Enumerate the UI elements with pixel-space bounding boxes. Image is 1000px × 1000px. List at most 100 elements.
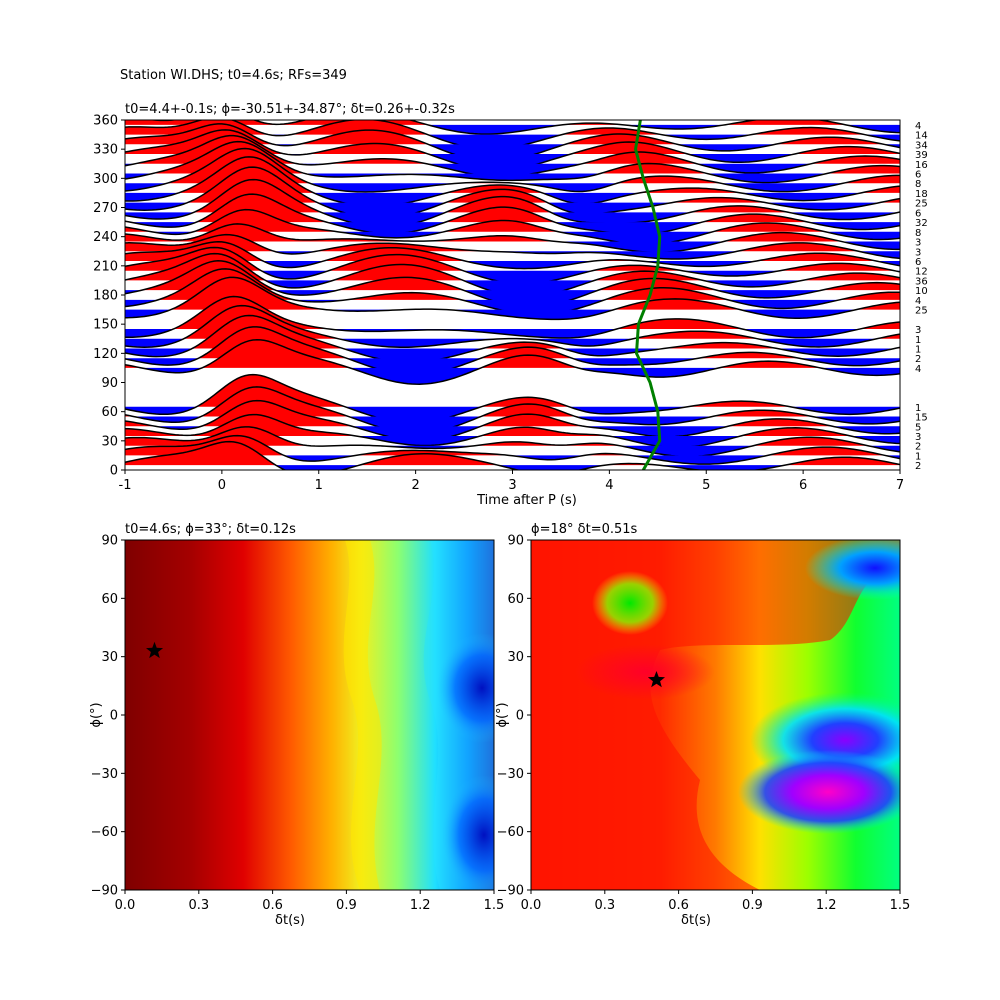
rf-trace-negative-fill: [125, 144, 900, 162]
rf-trace: [125, 373, 900, 424]
rf-count-label: 8: [915, 228, 921, 239]
rf-trace-negative-fill: [125, 260, 900, 269]
rf-trace-line: [125, 241, 900, 270]
rf-count-label: 32: [915, 218, 928, 229]
rf-trace-line: [125, 440, 900, 470]
heatmap-y-tick-label: −60: [91, 825, 118, 840]
rf-trace-positive-fill: [125, 156, 900, 193]
heatmap-right-lower-min: [738, 750, 900, 834]
rf-count-label: 25: [915, 199, 928, 210]
rf-count-label: 8: [915, 179, 921, 190]
heatmap-left-min-upper: [437, 633, 494, 743]
heatmap-y-tick-label: 30: [507, 650, 524, 665]
heatmap-right-y-ticks: −90 −60 −30 0 30 60 90: [497, 534, 531, 899]
rf-count-label: 3: [915, 325, 921, 336]
rf-count-label: 14: [915, 131, 928, 142]
rf-y-tick-label: 120: [93, 347, 118, 362]
heatmap-y-tick-label: −60: [497, 825, 524, 840]
rf-trace-line: [125, 413, 900, 449]
heatmap-y-tick-label: −90: [91, 884, 118, 899]
rf-pick-curve: [633, 120, 662, 470]
rf-trace-negative-fill: [125, 426, 900, 441]
rf-trace-line: [125, 426, 900, 458]
heatmap-right-y-label: ϕ(°): [495, 702, 510, 727]
heatmap-y-tick-label: 0: [110, 709, 118, 724]
heatmap-right-green-blob: [592, 571, 668, 635]
rf-trace-line: [125, 276, 900, 321]
rf-trace-negative-fill: [125, 202, 900, 219]
rf-count-label: 6: [915, 208, 921, 219]
rf-trace: [125, 208, 900, 246]
heatmap-left-x-label: δt(s): [275, 913, 305, 928]
rf-trace-positive-fill: [125, 167, 900, 203]
heatmap-x-tick-label: 0.3: [188, 898, 209, 913]
heatmap-y-tick-label: −30: [91, 767, 118, 782]
rf-count-label: 2: [915, 442, 921, 453]
heatmap-right-x-ticks: 0.0 0.3 0.6 0.9 1.2 1.5: [521, 890, 911, 913]
rf-trace-negative-fill: [125, 222, 900, 235]
rf-trace-line: [125, 314, 900, 364]
suptitle: Station WI.DHS; t0=4.6s; RFs=349: [120, 68, 347, 83]
rf-count-label: 16: [915, 160, 928, 171]
rf-trace-line: [147, 120, 900, 135]
rf-count-label: 6: [915, 257, 921, 268]
heatmap-x-tick-label: 1.5: [890, 898, 911, 913]
heatmap-left-band-yellow: [343, 540, 382, 890]
rf-y-tick-label: 210: [93, 259, 118, 274]
rf-x-tick-label: 5: [702, 478, 710, 493]
rf-trace-line: [125, 178, 900, 229]
rf-traces: [125, 120, 900, 470]
rf-x-tick-label: 2: [411, 478, 419, 493]
rf-trace: [125, 326, 900, 376]
rf-count-label: 3: [915, 432, 921, 443]
heatmap-left-title: t0=4.6s; ϕ=33°; δt=0.12s: [125, 522, 296, 537]
heatmap-right-upper-right-min: [805, 540, 900, 600]
rf-trace-negative-fill: [125, 299, 900, 315]
rf-count-label: 34: [915, 140, 928, 151]
heatmap-right-max: [575, 644, 715, 700]
heatmap-y-tick-label: 90: [101, 534, 118, 549]
rf-trace: [125, 178, 900, 229]
rf-trace-positive-fill: [125, 315, 900, 349]
heatmap-y-tick-label: 60: [507, 592, 524, 607]
rf-trace-negative-fill: [125, 358, 900, 375]
rf-x-tick-label: -1: [119, 478, 132, 493]
rf-count-label: 25: [915, 306, 928, 317]
rf-panel: t0=4.4+-0.1s; ϕ=-30.51+-34.87°; δt=0.26+…: [93, 102, 928, 508]
rf-count-label: 3: [915, 238, 921, 249]
rf-trace-negative-fill: [125, 329, 900, 338]
rf-trace-positive-fill: [125, 400, 900, 427]
rf-x-tick-label: 7: [896, 478, 904, 493]
heatmap-y-tick-label: 30: [101, 650, 118, 665]
rf-trace-line: [125, 208, 900, 246]
rf-x-tick-label: 0: [218, 478, 226, 493]
heatmap-left-best-star: [146, 641, 164, 659]
rf-count-label: 39: [915, 150, 928, 161]
rf-count-label: 36: [915, 276, 928, 287]
rf-trace-negative-fill: [125, 192, 900, 207]
rf-trace: [125, 413, 900, 449]
rf-trace-line: [125, 156, 900, 208]
rf-y-tick-label: 30: [101, 434, 118, 449]
heatmap-x-tick-label: 1.5: [484, 898, 505, 913]
heatmap-right-title: ϕ=18° δt=0.51s: [531, 522, 638, 537]
rf-trace-positive-fill: [125, 209, 900, 232]
heatmap-right-best-star: [647, 671, 665, 688]
rf-trace: [125, 120, 900, 135]
rf-count-label: 2: [915, 354, 921, 365]
rf-y-tick-label: 240: [93, 230, 118, 245]
rf-y-tick-label: 300: [93, 172, 118, 187]
rf-y-tick-label: 90: [101, 376, 118, 391]
rf-trace: [125, 338, 900, 385]
rf-y-ticks: 0 30 60 90 120 150 180 210 240 270 300 330 360: [93, 114, 125, 479]
rf-trace: [125, 276, 900, 321]
rf-count-label: 1: [915, 403, 921, 414]
rf-trace-negative-fill: [125, 435, 900, 448]
rf-count-label: 18: [915, 189, 928, 200]
heatmap-right-x-label: δt(s): [681, 913, 711, 928]
heatmap-y-tick-label: 90: [507, 534, 524, 549]
rf-trace-line: [125, 233, 900, 260]
heatmap-left: t0=4.6s; ϕ=33°; δt=0.12s −90 −60 −30 0 30 60 9…: [89, 522, 505, 928]
rf-y-tick-label: 270: [93, 201, 118, 216]
